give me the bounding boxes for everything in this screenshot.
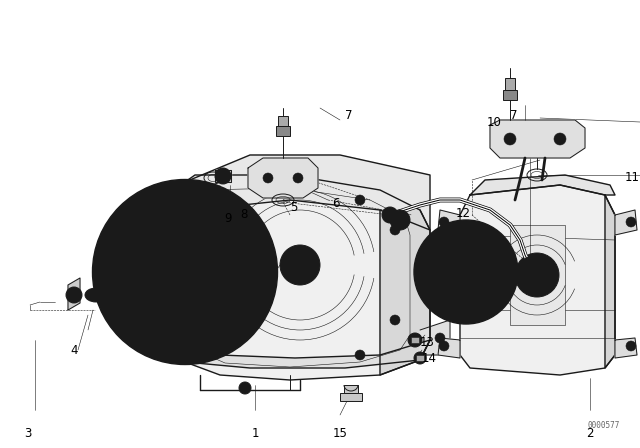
Text: 15: 15 <box>333 426 348 439</box>
Circle shape <box>66 287 82 303</box>
Circle shape <box>355 195 365 205</box>
Text: 4: 4 <box>70 344 78 357</box>
Polygon shape <box>615 338 637 358</box>
Polygon shape <box>490 120 585 158</box>
Polygon shape <box>215 170 231 182</box>
Polygon shape <box>438 210 460 235</box>
Circle shape <box>95 182 275 362</box>
Polygon shape <box>605 195 615 368</box>
Circle shape <box>355 350 365 360</box>
Circle shape <box>390 225 400 235</box>
Circle shape <box>165 252 205 292</box>
Bar <box>344 385 358 393</box>
Text: 12: 12 <box>456 207 471 220</box>
Text: 5: 5 <box>290 201 298 214</box>
Circle shape <box>554 133 566 145</box>
Polygon shape <box>380 210 430 375</box>
Circle shape <box>439 217 449 227</box>
Circle shape <box>390 315 400 325</box>
Circle shape <box>408 333 422 347</box>
Ellipse shape <box>112 289 124 301</box>
Polygon shape <box>460 185 615 375</box>
Text: 10: 10 <box>487 116 502 129</box>
Bar <box>340 393 362 401</box>
Circle shape <box>458 264 474 280</box>
Ellipse shape <box>85 288 107 302</box>
Circle shape <box>219 172 227 180</box>
Polygon shape <box>185 175 430 380</box>
Circle shape <box>263 173 273 183</box>
Circle shape <box>205 350 215 360</box>
Polygon shape <box>438 338 460 358</box>
Polygon shape <box>185 155 430 230</box>
Text: 3: 3 <box>24 426 32 439</box>
Text: 14: 14 <box>422 352 437 365</box>
Circle shape <box>290 255 310 275</box>
Circle shape <box>626 341 636 351</box>
Circle shape <box>280 245 320 285</box>
Text: 13: 13 <box>420 336 435 349</box>
Text: 9: 9 <box>225 211 232 224</box>
Circle shape <box>205 195 215 205</box>
Circle shape <box>215 168 231 184</box>
Ellipse shape <box>89 290 103 300</box>
Circle shape <box>522 257 538 273</box>
Bar <box>505 78 515 90</box>
Bar <box>503 90 517 100</box>
Ellipse shape <box>93 180 278 365</box>
Circle shape <box>414 220 518 324</box>
Text: 0000577: 0000577 <box>588 421 620 430</box>
Polygon shape <box>615 210 637 235</box>
Circle shape <box>450 256 482 288</box>
Text: 1: 1 <box>252 426 259 439</box>
Text: 8: 8 <box>241 207 248 220</box>
Bar <box>510 225 565 325</box>
Bar <box>278 116 288 126</box>
Text: 6: 6 <box>332 197 339 210</box>
Text: 7: 7 <box>510 108 518 121</box>
Circle shape <box>435 333 445 343</box>
Circle shape <box>239 382 251 394</box>
Text: 2: 2 <box>586 426 594 439</box>
Circle shape <box>504 133 516 145</box>
Circle shape <box>626 217 636 227</box>
Bar <box>416 355 424 361</box>
Polygon shape <box>420 320 450 355</box>
Polygon shape <box>470 175 615 195</box>
Bar <box>276 126 290 136</box>
Circle shape <box>525 263 549 287</box>
Circle shape <box>293 173 303 183</box>
Polygon shape <box>68 278 80 310</box>
Circle shape <box>390 210 410 230</box>
Polygon shape <box>248 158 318 198</box>
Circle shape <box>414 352 426 364</box>
Circle shape <box>515 253 559 297</box>
Circle shape <box>439 341 449 351</box>
Text: 11: 11 <box>625 171 640 184</box>
Polygon shape <box>185 340 430 368</box>
Circle shape <box>173 260 197 284</box>
Circle shape <box>157 244 213 300</box>
Bar <box>411 337 419 343</box>
Circle shape <box>382 207 398 223</box>
Text: 7: 7 <box>345 108 353 121</box>
